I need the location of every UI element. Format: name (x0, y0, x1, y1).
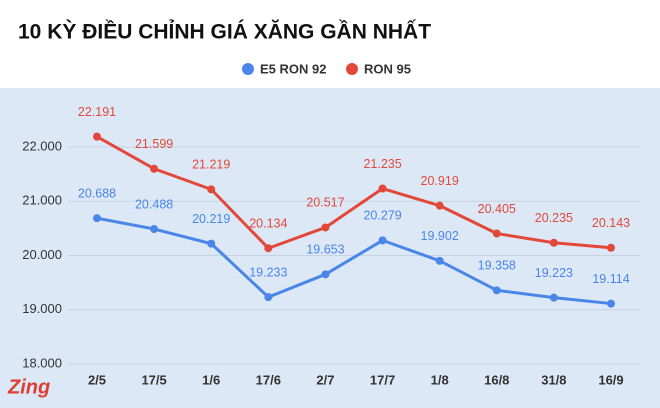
data-label: 20.919 (421, 174, 459, 188)
data-label: 19.653 (306, 243, 344, 257)
legend-label: E5 RON 92 (260, 61, 326, 76)
data-point (607, 299, 615, 308)
data-point (321, 270, 330, 279)
data-label: 20.143 (592, 216, 630, 230)
data-point (150, 225, 159, 234)
data-point (150, 164, 159, 173)
data-point (549, 238, 558, 247)
legend-label: RON 95 (364, 61, 411, 76)
data-point (207, 185, 216, 194)
data-point (549, 293, 558, 302)
data-point (264, 244, 273, 253)
data-point (435, 201, 444, 210)
data-label: 19.233 (249, 265, 287, 279)
series-line (96, 135, 612, 250)
x-tick-label: 2/7 (316, 372, 334, 387)
legend-marker (242, 63, 254, 75)
x-tick-label: 16/9 (598, 372, 623, 387)
y-tick-label: 22.000 (22, 138, 62, 153)
chart-title: 10 KỲ ĐIỀU CHỈNH GIÁ XĂNG GẦN NHẤT (18, 20, 431, 44)
x-tick-label: 17/5 (141, 372, 166, 387)
data-point (264, 293, 273, 302)
data-label: 22.191 (78, 105, 116, 119)
watermark: Zing (7, 376, 50, 398)
data-label: 21.235 (363, 157, 401, 171)
x-tick-label: 1/8 (431, 372, 449, 387)
data-label: 20.688 (78, 186, 116, 200)
data-label: 21.599 (135, 137, 173, 151)
data-point (207, 239, 216, 248)
data-label: 20.279 (363, 209, 401, 223)
data-label: 20.517 (306, 196, 344, 210)
y-tick-label: 20.000 (22, 247, 62, 262)
y-tick-label: 21.000 (22, 193, 62, 208)
data-point (492, 229, 501, 238)
data-point (435, 256, 444, 265)
data-label: 20.134 (249, 217, 287, 231)
data-label: 20.405 (478, 202, 516, 216)
legend-marker (346, 63, 358, 75)
x-tick-label: 17/7 (370, 372, 395, 387)
x-tick-label: 16/8 (484, 372, 509, 387)
data-point (378, 236, 387, 245)
x-tick-label: 2/5 (88, 372, 106, 387)
y-tick-label: 18.000 (22, 355, 62, 370)
data-label: 19.223 (535, 266, 573, 280)
data-point (93, 132, 101, 141)
data-point (607, 243, 615, 252)
data-label: 20.488 (135, 197, 173, 211)
data-label: 20.219 (192, 212, 230, 226)
x-tick-label: 17/6 (256, 372, 281, 387)
x-tick-label: 31/8 (541, 372, 566, 387)
data-label: 20.235 (535, 211, 573, 225)
data-label: 19.902 (421, 229, 459, 243)
data-label: 19.114 (592, 272, 629, 286)
data-label: 21.219 (192, 158, 230, 172)
data-point (378, 184, 387, 193)
data-point (321, 223, 330, 232)
x-tick-label: 1/6 (202, 372, 220, 387)
data-point (93, 214, 101, 223)
data-label: 19.358 (478, 259, 516, 273)
y-tick-label: 19.000 (22, 301, 62, 316)
series-line (96, 216, 612, 306)
plot-background (0, 88, 660, 408)
data-point (492, 286, 501, 295)
